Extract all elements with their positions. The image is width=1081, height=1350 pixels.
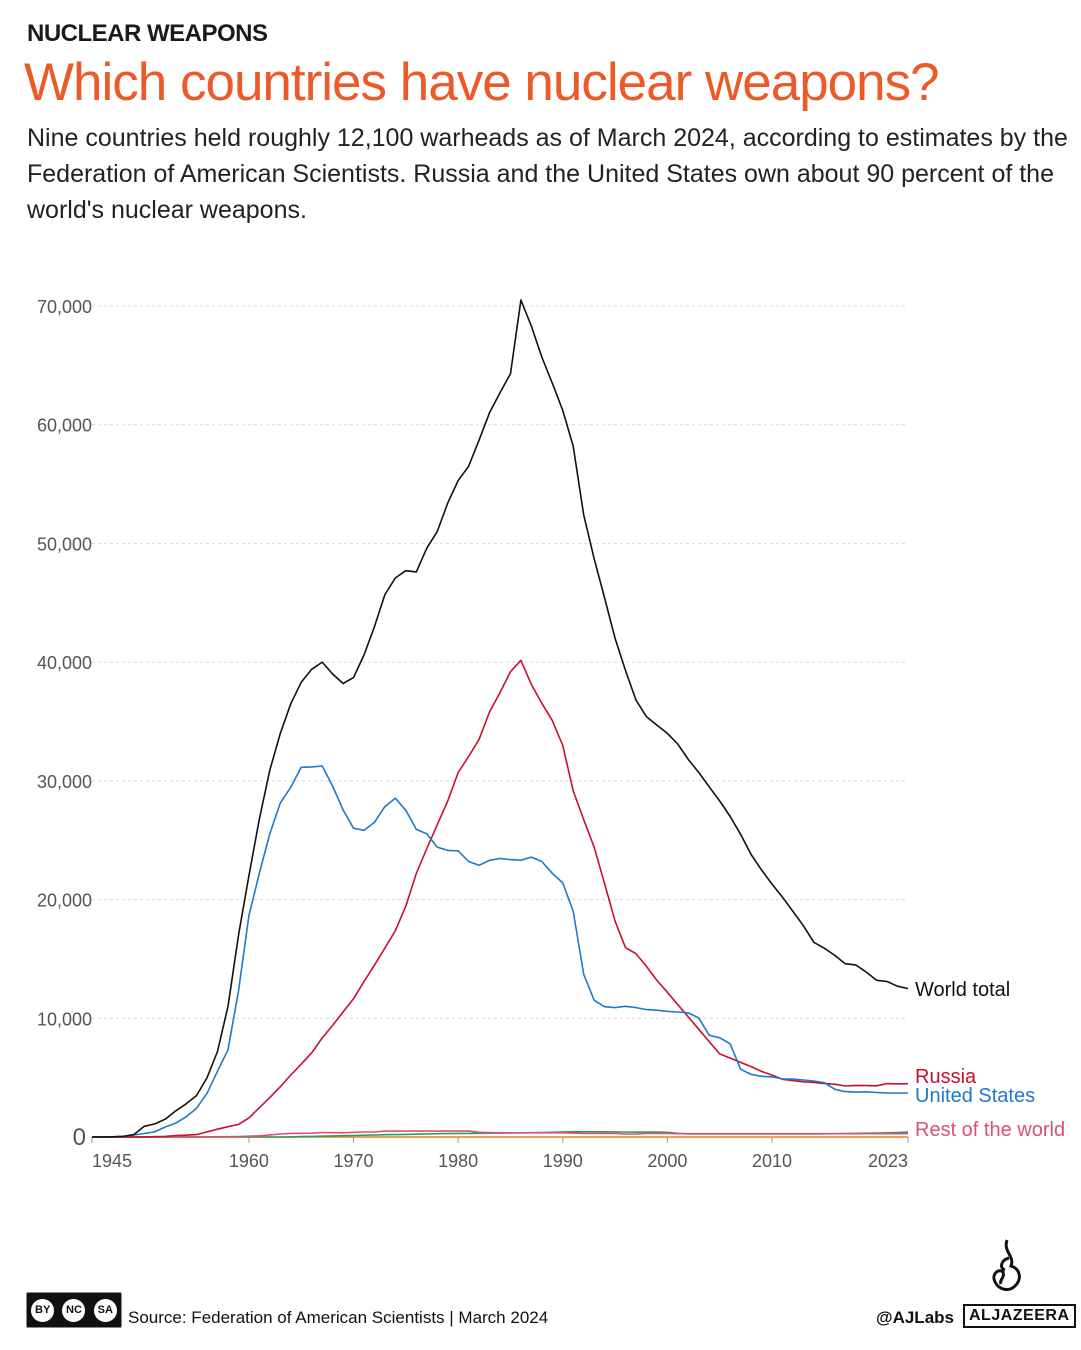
y-tick-label: 50,000: [37, 534, 92, 554]
cc-nc-icon: NC: [62, 1298, 86, 1322]
cc-by-icon: BY: [31, 1298, 55, 1322]
y-tick-label: 30,000: [37, 772, 92, 792]
x-tick-label: 1945: [92, 1151, 132, 1171]
cc-sa-icon: SA: [93, 1298, 117, 1322]
chart-subtitle: Nine countries held roughly 12,100 warhe…: [27, 124, 1068, 224]
series-line-united-states: [91, 765, 908, 1138]
chart-kicker: NUCLEAR WEAPONS: [27, 20, 268, 47]
x-tick-label: 1980: [438, 1151, 478, 1171]
x-tick-label: 2000: [647, 1151, 687, 1171]
aljazeera-logo-icon: [992, 1239, 1021, 1291]
series-line-rest-of-the-world: [92, 1130, 908, 1138]
creative-commons-license-icon: BY NC SA: [26, 1292, 122, 1328]
y-tick-label: 10,000: [37, 1009, 92, 1029]
y-tick-label: 0: [73, 1124, 86, 1151]
series-line-russia: [92, 659, 909, 1138]
y-tick-label: 20,000: [37, 891, 92, 911]
series-label: United States: [915, 1085, 1035, 1107]
source-note: Source: Federation of American Scientist…: [128, 1308, 549, 1327]
x-tick-label: 1960: [229, 1151, 269, 1171]
footer: BY NC SA Source: Federation of American …: [0, 1239, 1081, 1330]
series-line-world-total: [91, 299, 909, 1138]
x-tick-label: 1970: [334, 1151, 374, 1171]
y-tick-label: 70,000: [37, 297, 92, 317]
y-tick-label: 60,000: [37, 416, 92, 436]
series-label: Rest of the world: [915, 1119, 1065, 1141]
y-tick-label: 40,000: [37, 653, 92, 673]
x-tick-label: 2023: [868, 1151, 908, 1171]
series-label: Russia: [915, 1066, 977, 1088]
chart-title: Which countries have nuclear weapons?: [24, 53, 940, 112]
aljazeera-logo: ALJAZEERA: [963, 1304, 1076, 1328]
ajlabs-handle: @AJLabs: [876, 1308, 954, 1327]
x-tick-label: 2010: [752, 1151, 792, 1171]
series-label: World total: [915, 979, 1010, 1001]
x-tick-label: 1990: [543, 1151, 583, 1171]
